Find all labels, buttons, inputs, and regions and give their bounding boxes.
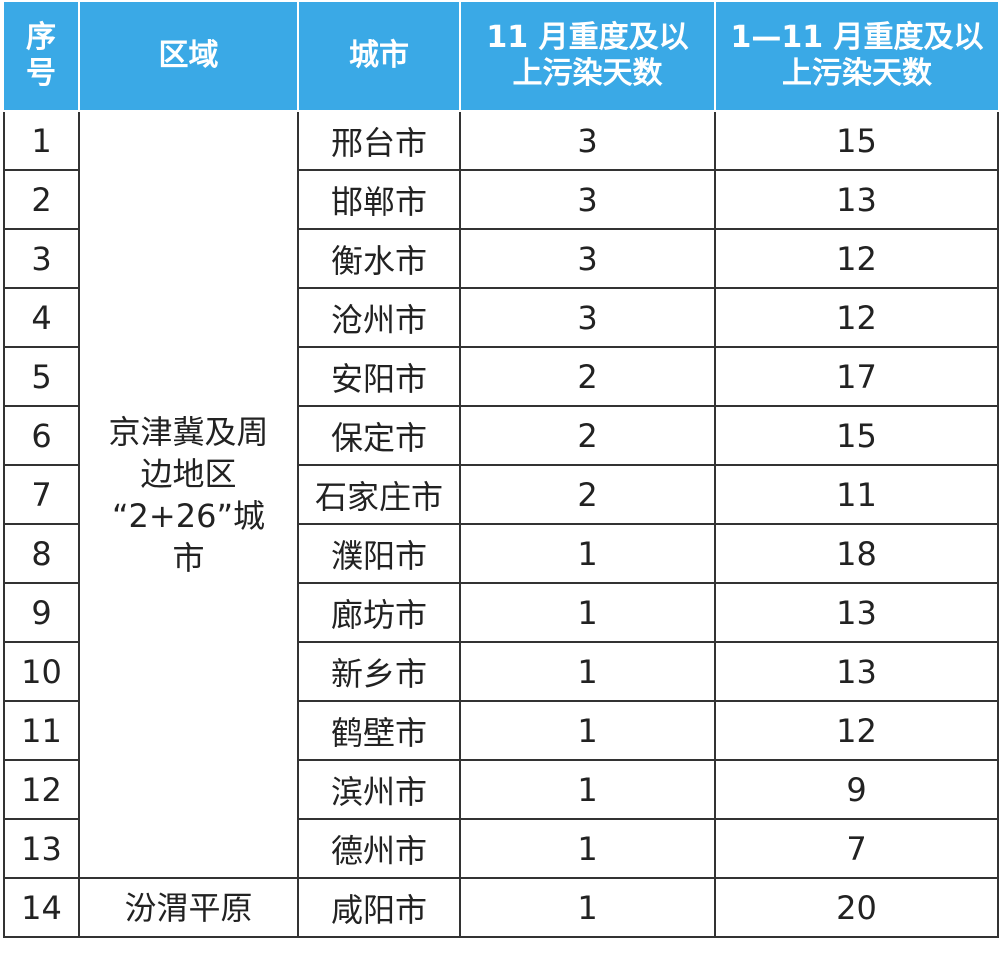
cell-jan-nov-days: 12 <box>714 287 999 348</box>
cell-index: 12 <box>3 759 80 820</box>
region-label-line: 边地区 <box>140 454 237 493</box>
cell-region: 汾渭平原 <box>78 877 299 938</box>
cell-index: 11 <box>3 700 80 761</box>
cell-city: 濮阳市 <box>297 523 461 584</box>
cell-jan-nov-days: 12 <box>714 228 999 289</box>
region-label-line: 汾渭平原 <box>124 888 253 927</box>
cell-jan-nov-days: 15 <box>714 405 999 466</box>
table-body: 1 京津冀及周 边地区 “2+26”城市邢台市 3 15 2 邯郸市 3 13 3 衡水市 3 12 4 沧州… <box>3 110 999 938</box>
cell-city: 鹤壁市 <box>297 700 461 761</box>
cell-november-days: 3 <box>459 287 716 348</box>
cell-jan-nov-days: 9 <box>714 759 999 820</box>
table-row: 8 濮阳市 1 18 <box>3 523 999 584</box>
cell-index: 3 <box>3 228 80 289</box>
cell-jan-nov-days: 18 <box>714 523 999 584</box>
cell-city: 咸阳市 <box>297 877 461 938</box>
table-row: 7 石家庄市 2 11 <box>3 464 999 525</box>
table-row: 9 廊坊市 1 13 <box>3 582 999 643</box>
cell-november-days: 1 <box>459 877 716 938</box>
cell-index: 6 <box>3 405 80 466</box>
header-city: 城市 <box>297 2 461 112</box>
region-label-line: 市 <box>172 538 205 577</box>
cell-index: 2 <box>3 169 80 230</box>
header-row: 序 号 区域 城市 11 月重度及以 上污染天数 1—11 月重度及以 上污染天… <box>4 2 998 112</box>
cell-city: 安阳市 <box>297 346 461 407</box>
cell-city: 邯郸市 <box>297 169 461 230</box>
cell-jan-nov-days: 15 <box>714 110 999 171</box>
cell-city: 新乡市 <box>297 641 461 702</box>
table-row: 5 安阳市 2 17 <box>3 346 999 407</box>
header-index-line: 序 <box>26 20 56 55</box>
table-row: 2 邯郸市 3 13 <box>3 169 999 230</box>
cell-november-days: 1 <box>459 759 716 820</box>
header-november-days: 11 月重度及以 上污染天数 <box>459 2 716 112</box>
cell-jan-nov-days: 12 <box>714 700 999 761</box>
cell-jan-nov-days: 13 <box>714 582 999 643</box>
cell-index: 13 <box>3 818 80 879</box>
cell-index: 9 <box>3 582 80 643</box>
table-row: 1 京津冀及周 边地区 “2+26”城市邢台市 3 15 <box>3 110 999 879</box>
cell-index: 5 <box>3 346 80 407</box>
header-jan-nov-line: 上污染天数 <box>782 56 932 91</box>
cell-city: 沧州市 <box>297 287 461 348</box>
cell-november-days: 1 <box>459 641 716 702</box>
table-row: 6 保定市 2 15 <box>3 405 999 466</box>
cell-index: 10 <box>3 641 80 702</box>
cell-index: 7 <box>3 464 80 525</box>
cell-jan-nov-days: 7 <box>714 818 999 879</box>
table-row: 3 衡水市 3 12 <box>3 228 999 289</box>
cell-jan-nov-days: 13 <box>714 169 999 230</box>
cell-city: 邢台市 <box>297 110 461 171</box>
cell-november-days: 1 <box>459 818 716 879</box>
cell-city: 德州市 <box>297 818 461 879</box>
table-header: 序 号 区域 城市 11 月重度及以 上污染天数 1—11 月重度及以 上污染天… <box>4 2 998 112</box>
cell-index: 1 <box>3 110 80 171</box>
header-jan-nov-line: 1—11 月重度及以 <box>730 20 984 55</box>
table-row: 14 汾渭平原 咸阳市 1 20 <box>3 877 999 938</box>
cell-jan-nov-days: 20 <box>714 877 999 938</box>
cell-november-days: 1 <box>459 582 716 643</box>
cell-november-days: 3 <box>459 110 716 171</box>
cell-region: 京津冀及周 边地区 “2+26”城市 <box>78 110 299 879</box>
cell-november-days: 3 <box>459 169 716 230</box>
table-row: 12 滨州市 1 9 <box>3 759 999 820</box>
cell-city: 滨州市 <box>297 759 461 820</box>
table-row: 10 新乡市 1 13 <box>3 641 999 702</box>
pollution-days-table: 序 号 区域 城市 11 月重度及以 上污染天数 1—11 月重度及以 上污染天… <box>3 2 999 938</box>
cell-jan-nov-days: 13 <box>714 641 999 702</box>
cell-november-days: 2 <box>459 405 716 466</box>
region-label-line: 京津冀及周 <box>108 412 269 451</box>
cell-jan-nov-days: 11 <box>714 464 999 525</box>
cell-jan-nov-days: 17 <box>714 346 999 407</box>
cell-city: 廊坊市 <box>297 582 461 643</box>
cell-index: 14 <box>3 877 80 938</box>
header-index: 序 号 <box>4 2 80 112</box>
pollution-table-container: 序 号 区域 城市 11 月重度及以 上污染天数 1—11 月重度及以 上污染天… <box>3 2 999 938</box>
cell-city: 衡水市 <box>297 228 461 289</box>
header-region: 区域 <box>78 2 299 112</box>
cell-november-days: 2 <box>459 464 716 525</box>
header-index-line: 号 <box>26 56 56 91</box>
header-november-line: 11 月重度及以 <box>486 20 689 55</box>
cell-city: 保定市 <box>297 405 461 466</box>
cell-november-days: 3 <box>459 228 716 289</box>
header-jan-nov-days: 1—11 月重度及以 上污染天数 <box>714 2 998 112</box>
table-row: 11 鹤壁市 1 12 <box>3 700 999 761</box>
cell-november-days: 1 <box>459 523 716 584</box>
table-row: 13 德州市 1 7 <box>3 818 999 879</box>
region-label-line: “2+26”城 <box>111 496 266 535</box>
cell-index: 4 <box>3 287 80 348</box>
table-row: 4 沧州市 3 12 <box>3 287 999 348</box>
cell-index: 8 <box>3 523 80 584</box>
cell-november-days: 2 <box>459 346 716 407</box>
cell-city: 石家庄市 <box>297 464 461 525</box>
header-november-line: 上污染天数 <box>512 56 663 91</box>
cell-november-days: 1 <box>459 700 716 761</box>
